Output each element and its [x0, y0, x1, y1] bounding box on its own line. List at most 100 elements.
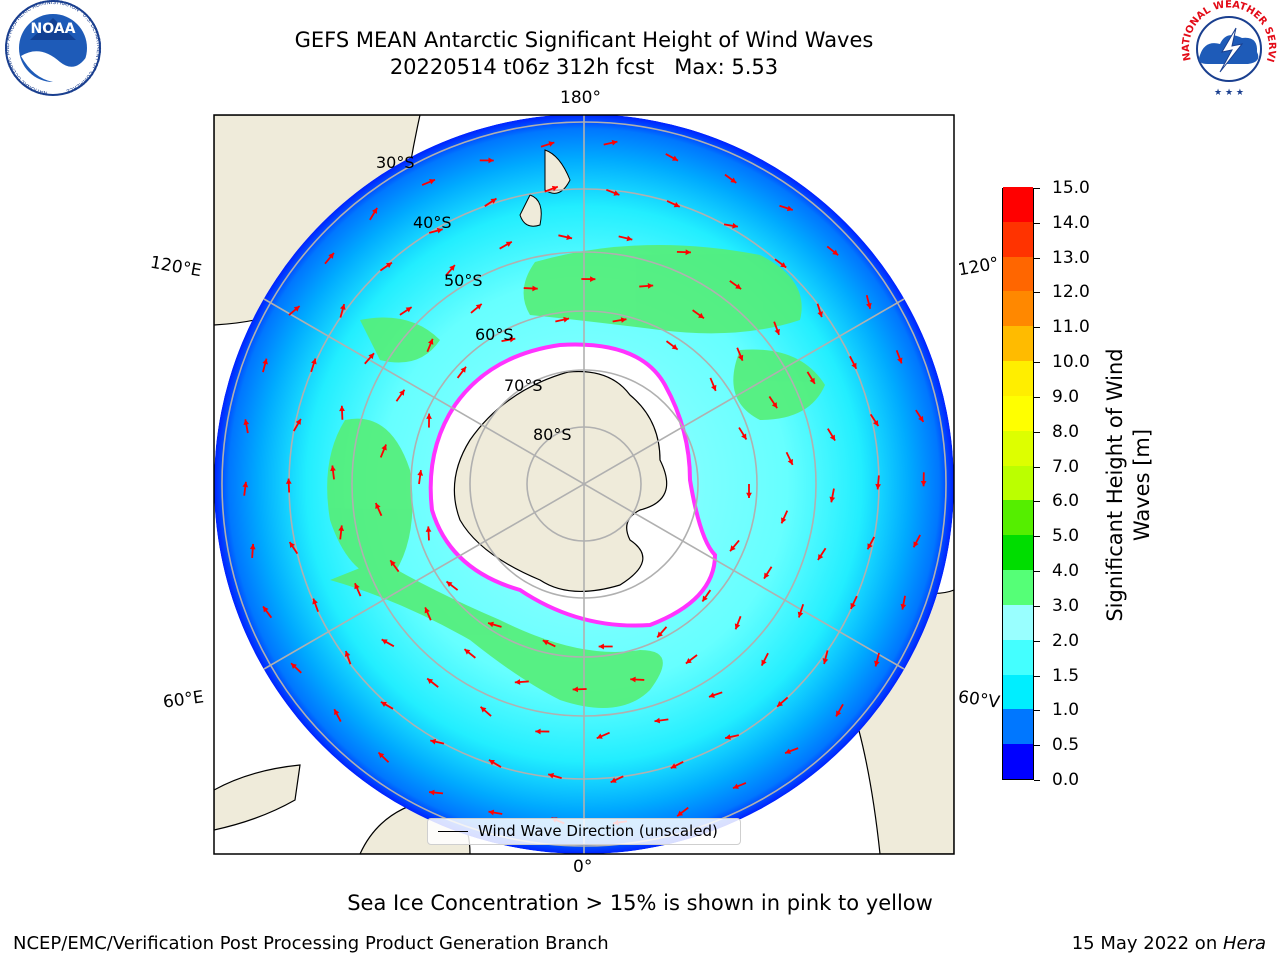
- wind-wave-arrowhead: [737, 354, 744, 361]
- wind-wave-arrowhead: [390, 560, 396, 567]
- wind-wave-arrowhead: [671, 344, 678, 350]
- colorbar-tick-label: 0.0: [1052, 770, 1080, 790]
- colorbar-tick-label: 11.0: [1052, 317, 1090, 338]
- wind-wave-arrowhead: [850, 602, 856, 609]
- wind-wave-arrowhead: [380, 701, 387, 707]
- colorbar-segment: [1003, 186, 1033, 222]
- wind-wave-arrowhead: [488, 621, 494, 628]
- colorbar-segment: [1003, 256, 1033, 292]
- colorbar-tick-label: 13.0: [1052, 247, 1090, 268]
- colorbar-title: Significant Height of Wind Waves [m]: [1103, 348, 1154, 622]
- colorbar-tick: [1034, 257, 1040, 259]
- wind-wave-arrowhead: [249, 543, 256, 550]
- wind-wave-arrowhead: [626, 235, 633, 242]
- wind-wave-arrowhead: [780, 262, 787, 268]
- lat-label-80s: 80°S: [533, 425, 572, 444]
- wind-wave-arrowhead: [464, 649, 471, 655]
- colorbar-tick-label: 8.0: [1052, 421, 1080, 442]
- colorbar-segment: [1003, 290, 1033, 327]
- wind-wave-arrowhead: [436, 227, 443, 234]
- wind-wave-arrowhead: [647, 283, 654, 289]
- wind-wave-arrowhead: [797, 611, 804, 618]
- wind-wave-arrowhead: [340, 304, 346, 310]
- colorbar-segment: [1003, 639, 1033, 675]
- wind-wave-arrowhead: [672, 155, 679, 161]
- colorbar-segment: [1003, 221, 1033, 257]
- wind-wave-arrowhead: [822, 658, 829, 664]
- wind-wave-arrowhead: [405, 307, 412, 313]
- wind-wave-arrowhead: [735, 283, 742, 290]
- wind-wave-arrowhead: [900, 603, 907, 610]
- colorbar-tick: [1034, 745, 1040, 747]
- wind-wave-arrowhead: [913, 541, 919, 548]
- wind-wave-arrowhead: [596, 733, 603, 739]
- wind-wave-arrowhead: [312, 598, 318, 605]
- footer-date: 15 May 2022 on Hera: [1072, 933, 1266, 954]
- wind-wave-arrowhead: [338, 525, 345, 532]
- colorbar-tick-label: 3.0: [1052, 595, 1080, 616]
- colorbar-segment: [1003, 569, 1033, 605]
- lat-label-50s: 50°S: [444, 271, 483, 290]
- wind-wave-arrowhead: [505, 241, 512, 247]
- wind-wave-arrowhead: [673, 201, 680, 208]
- colorbar-segment: [1003, 465, 1033, 501]
- wind-wave-arrowhead: [746, 492, 752, 498]
- nws-ring-text: NATIONAL WEATHER SERVICE: [0, 0, 1277, 63]
- wind-wave-arrowhead: [368, 353, 375, 360]
- wind-wave-arrowhead: [817, 311, 823, 318]
- wind-wave-arrowhead: [851, 362, 857, 369]
- colorbar-tick: [1034, 466, 1040, 468]
- wind-wave-arrowhead: [781, 517, 787, 524]
- map-legend: Wind Wave Direction (unscaled): [427, 818, 741, 845]
- lat-label-70s: 70°S: [504, 376, 543, 395]
- wind-wave-arrowhead: [829, 496, 836, 503]
- colorbar-tick-label: 5.0: [1052, 526, 1080, 547]
- wind-wave-arrowhead: [771, 402, 778, 409]
- wind-wave-arrowhead: [488, 759, 495, 766]
- wind-wave-arrowhead: [836, 710, 842, 717]
- wind-wave-arrowhead: [428, 338, 434, 345]
- wind-wave-arrowhead: [289, 541, 295, 548]
- wind-wave-arrowhead: [344, 651, 351, 657]
- colorbar-segment: [1003, 674, 1033, 710]
- wind-wave-arrowhead: [657, 631, 663, 638]
- chart-subtitle: 20220514 t06z 312h fcst Max: 5.53: [389, 55, 779, 79]
- colorbar-tick: [1034, 501, 1040, 503]
- colorbar-segment: [1003, 604, 1033, 640]
- wind-wave-arrowhead: [339, 405, 345, 412]
- wind-wave-arrowhead: [670, 763, 677, 769]
- wind-wave-arrowhead: [385, 262, 392, 269]
- wind-wave-arrowhead: [611, 139, 618, 146]
- wind-wave-arrowhead: [424, 607, 430, 614]
- wind-wave-arrowhead: [243, 419, 250, 425]
- wind-wave-arrowhead: [551, 185, 558, 192]
- wind-wave-arrowhead: [867, 543, 873, 550]
- wind-wave-arrowhead: [328, 252, 334, 259]
- wind-wave-arrowhead: [620, 317, 627, 323]
- colorbar-tick: [1034, 710, 1040, 712]
- wind-wave-arrowhead: [817, 554, 824, 560]
- wind-wave-arrowhead: [875, 483, 881, 490]
- colorbar-tick-label: 6.0: [1052, 491, 1080, 512]
- wind-wave-arrowhead: [832, 249, 839, 256]
- wind-wave-arrowhead: [262, 358, 268, 365]
- wind-wave-arrowhead: [399, 389, 405, 396]
- colorbar-tick: [1034, 536, 1040, 538]
- colorbar-tick: [1034, 362, 1040, 364]
- colorbar-tick-label: 2.0: [1052, 630, 1080, 651]
- wind-wave-arrowhead: [514, 679, 521, 685]
- wind-wave-arrowhead: [334, 709, 340, 716]
- lat-label-60s: 60°S: [475, 325, 514, 344]
- lat-label-40s: 40°S: [413, 213, 452, 232]
- wind-wave-arrowhead: [475, 303, 482, 310]
- colorbar-tick: [1034, 571, 1040, 573]
- lon-label-0: 0°: [573, 857, 593, 877]
- wind-wave-arrowhead: [460, 366, 467, 373]
- noaa-logo-text: NOAA: [31, 21, 76, 37]
- wind-wave-arrowhead: [598, 643, 604, 650]
- wind-wave-arrowhead: [866, 302, 872, 309]
- wind-wave-arrowhead: [378, 752, 385, 759]
- wind-wave-arrowhead: [685, 658, 692, 664]
- colorbar-segment: [1003, 430, 1033, 466]
